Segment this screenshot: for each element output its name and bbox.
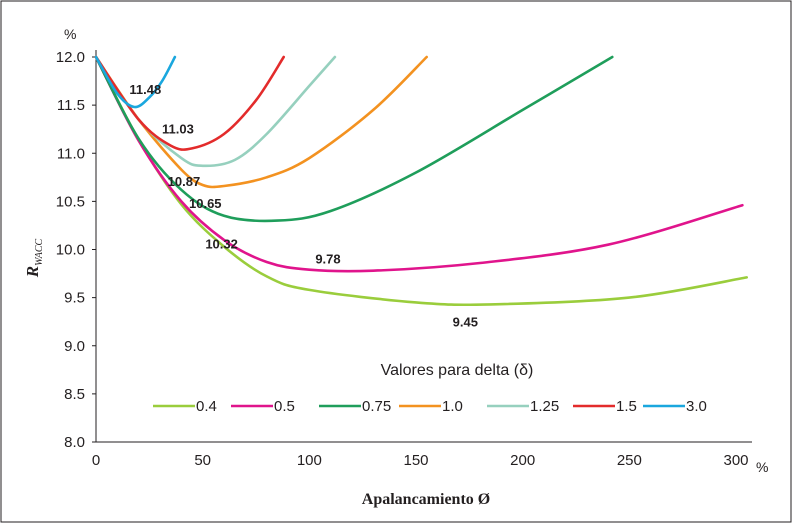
y-axis-title-main: R <box>23 266 42 278</box>
minimum-labels: 9.45 9.78 10.32 10.65 10.87 11.03 11.48 <box>129 82 478 329</box>
y-tick-label: 9.0 <box>64 338 85 355</box>
legend-item-1.25: 1.25 <box>487 398 559 415</box>
x-tick-label: 0 <box>92 452 100 469</box>
x-tick-label: 150 <box>403 452 428 469</box>
x-tick-label: 50 <box>194 452 211 469</box>
x-tick-label: 300 <box>723 452 748 469</box>
legend-label: 0.75 <box>362 398 391 415</box>
y-tick-label: 12.0 <box>56 49 85 66</box>
x-unit-label: % <box>756 459 768 475</box>
x-axis-title: Apalancamiento Ø <box>362 491 490 508</box>
y-tick-label: 11.0 <box>57 145 85 162</box>
legend-item-1.0: 1.0 <box>399 398 463 415</box>
min-value-label: 9.45 <box>453 314 478 329</box>
series-line-1.5 <box>94 55 285 151</box>
legend-label: 1.5 <box>616 398 637 415</box>
min-value-label: 10.32 <box>205 237 238 252</box>
legend-item-3.0: 3.0 <box>643 398 707 415</box>
legend-label: 1.0 <box>442 398 463 415</box>
x-tick-label: 200 <box>510 452 535 469</box>
legend-label: 0.5 <box>274 398 295 415</box>
legend-item-0.75: 0.75 <box>319 398 391 415</box>
y-tick-label: 8.0 <box>64 434 85 451</box>
axes: 8.0 8.5 9.0 9.5 10.0 10.5 11.0 11.5 12.0 0 50 100 15… <box>56 49 752 469</box>
y-tick-label: 10.0 <box>56 242 85 259</box>
y-tick-label: 10.5 <box>56 193 85 210</box>
x-tick-label: 100 <box>297 452 322 469</box>
plot-area <box>94 55 748 307</box>
legend-label: 1.25 <box>530 398 559 415</box>
min-value-label: 10.87 <box>168 174 201 189</box>
y-axis-title-sub: WACC <box>34 238 45 265</box>
x-tick-label: 250 <box>617 452 642 469</box>
y-tick-label: 9.5 <box>64 290 85 307</box>
legend-item-0.4: 0.4 <box>153 398 217 415</box>
y-tick-label: 11.5 <box>57 97 85 114</box>
series-line-3.0 <box>94 55 177 109</box>
min-value-label: 10.65 <box>189 196 222 211</box>
y-tick-label: 8.5 <box>64 386 85 403</box>
legend-item-0.5: 0.5 <box>231 398 295 415</box>
legend-label: 0.4 <box>196 398 217 415</box>
series-line-0.5 <box>94 55 744 273</box>
min-value-label: 9.78 <box>315 252 340 267</box>
legend: 0.4 0.5 0.75 1.0 1.25 1.5 3.0 <box>153 398 707 415</box>
min-value-label: 11.48 <box>129 82 161 97</box>
legend-label: 3.0 <box>686 398 707 415</box>
legend-item-1.5: 1.5 <box>573 398 637 415</box>
series-line-0.75 <box>94 55 614 223</box>
y-axis-title: RWACC <box>23 238 45 278</box>
svg-text:RWACC: RWACC <box>23 238 45 278</box>
min-value-label: 11.03 <box>162 121 194 136</box>
legend-title: Valores para delta (δ) <box>381 362 534 379</box>
y-unit-label: % <box>64 26 76 42</box>
